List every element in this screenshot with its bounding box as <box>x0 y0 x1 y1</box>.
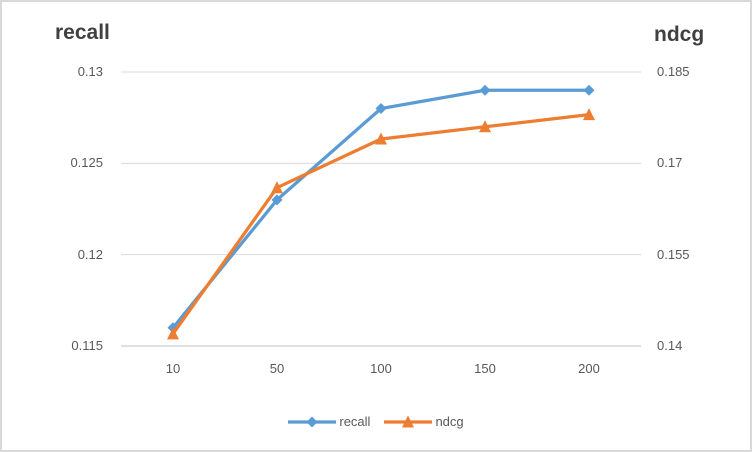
left-axis-tick-labels: 0.13 0.125 0.12 0.115 <box>2 2 103 450</box>
x-axis-tick-label: 200 <box>578 361 600 376</box>
legend-item-recall: recall <box>288 414 370 430</box>
x-axis-tick-label: 50 <box>269 361 285 376</box>
left-axis-tick-label: 0.125 <box>70 155 103 171</box>
ndcg-marker-icon <box>271 181 283 194</box>
right-axis-tick-label: 0.14 <box>657 338 683 353</box>
ndcg-series-line <box>171 112 591 336</box>
x-axis-tick-label: 100 <box>370 361 392 376</box>
ndcg-marker-icon <box>375 132 387 145</box>
ndcg-legend-marker <box>402 415 415 428</box>
left-axis-title: recall <box>55 21 110 44</box>
right-axis-tick-label: 0.155 <box>657 246 690 262</box>
recall-legend-marker-icon <box>288 416 337 428</box>
recall-legend-marker <box>306 416 318 428</box>
x-axis-tick-label: 10 <box>165 361 181 376</box>
legend-label-recall: recall <box>339 414 371 429</box>
right-axis-tick-label: 0.17 <box>657 155 683 171</box>
ndcg-marker-icon <box>479 120 491 133</box>
recall-marker-icon <box>583 84 595 96</box>
right-axis-tick-label: 0.185 <box>657 64 690 79</box>
recall-marker-icon <box>375 103 387 115</box>
right-axis-title: ndcg <box>654 23 705 46</box>
recall-marker-icon <box>479 84 491 96</box>
ndcg-legend-marker-icon <box>384 415 433 428</box>
legend-label-ndcg: ndcg <box>435 414 464 429</box>
recall-series-line <box>171 88 591 330</box>
recall-marker-icon <box>271 194 283 206</box>
left-axis-tick-label: 0.12 <box>77 246 103 262</box>
x-axis-tick-label: 150 <box>474 361 496 376</box>
ndcg-marker-icon <box>583 108 595 121</box>
legend: recall ndcg <box>2 413 750 431</box>
left-axis-tick-label: 0.13 <box>77 64 103 79</box>
ndcg-marker-icon <box>167 327 179 340</box>
left-axis-tick-label: 0.115 <box>71 338 103 353</box>
legend-item-ndcg: ndcg <box>384 414 464 430</box>
right-axis-tick-labels: 0.185 0.17 0.155 0.14 <box>657 2 727 450</box>
